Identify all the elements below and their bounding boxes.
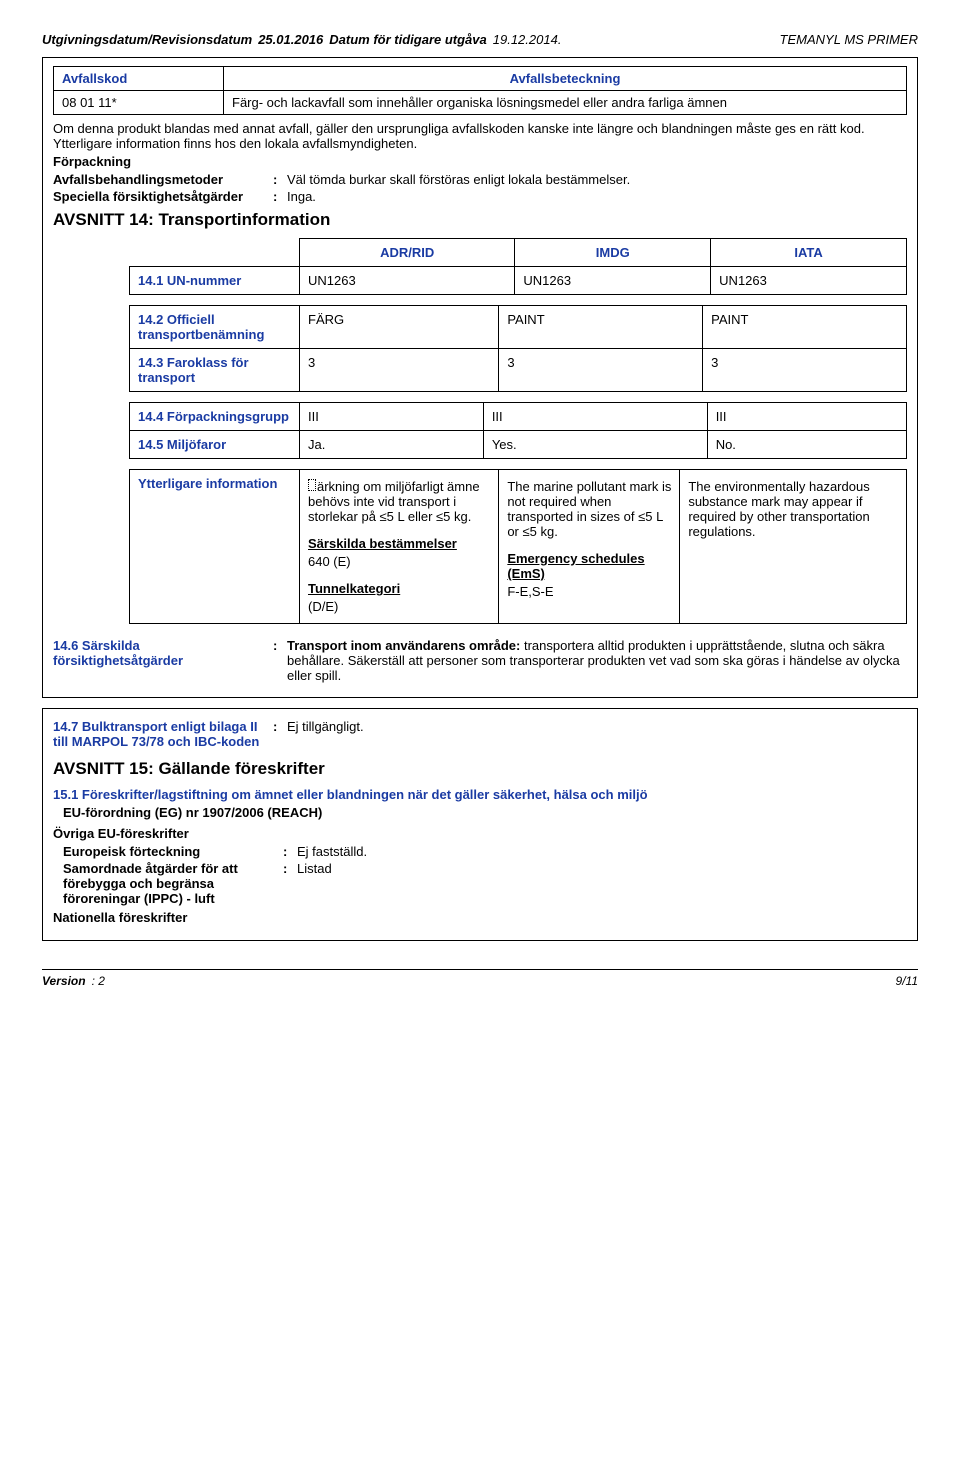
adr-h2: Särskilda bestämmelser xyxy=(308,536,490,551)
section-14-title: AVSNITT 14: Transportinformation xyxy=(53,210,907,230)
col-iata: IATA xyxy=(711,239,907,267)
adr-p3: (D/E) xyxy=(308,599,490,614)
imdg-p1: The marine pollutant mark is not require… xyxy=(507,479,671,539)
adr-h3: Tunnelkategori xyxy=(308,581,490,596)
r2-c2: PAINT xyxy=(703,306,907,349)
waste-th-code: Avfallskod xyxy=(54,67,224,91)
imdg-p2: F-E,S-E xyxy=(507,584,671,599)
ver-val: : 2 xyxy=(92,974,105,988)
colon: : xyxy=(273,189,287,204)
section-14-7-box: 14.7 Bulktransport enligt bilaga II till… xyxy=(42,708,918,941)
hdr-d1: 25.01.2016 xyxy=(258,32,323,47)
s14-6-lead: Transport inom användarens område: xyxy=(287,638,520,653)
header-line: Utgivningsdatum/Revisionsdatum 25.01.201… xyxy=(42,32,918,47)
s14-7-val: Ej tillgängligt. xyxy=(287,719,907,749)
r3-h: 14.3 Faroklass för transport xyxy=(130,349,300,392)
r2-c1: PAINT xyxy=(499,306,703,349)
r3-c1: 3 xyxy=(499,349,703,392)
transport-table-1: ADR/RID IMDG IATA 14.1 UN-nummer UN1263 … xyxy=(129,238,907,295)
colon: : xyxy=(283,844,297,859)
kv2-l: Samordnade åtgärder för att förebygga oc… xyxy=(63,861,283,906)
waste-code: 08 01 11* xyxy=(54,91,224,115)
other-eu: Övriga EU-föreskrifter xyxy=(53,826,907,841)
r5-c1: Yes. xyxy=(483,431,707,459)
footer: Version : 2 9/11 xyxy=(42,969,918,988)
s14-6-val: Transport inom användarens område: trans… xyxy=(287,638,907,683)
kv1-l: Europeisk förteckning xyxy=(63,844,283,859)
special-label: Speciella försiktighetsåtgärder xyxy=(53,189,273,204)
waste-section: Avfallskod Avfallsbeteckning 08 01 11* F… xyxy=(42,57,918,698)
r1-c0: UN1263 xyxy=(300,267,515,295)
transport-table-3: 14.4 Förpackningsgrupp III III III 14.5 … xyxy=(129,402,907,459)
s14-7-label: 14.7 Bulktransport enligt bilaga II till… xyxy=(53,719,273,749)
colon: : xyxy=(273,638,287,683)
kv2-v: Listad xyxy=(297,861,907,906)
col-adr: ADR/RID xyxy=(300,239,515,267)
methods-label: Avfallsbehandlingsmetoder xyxy=(53,172,273,187)
methods-val: Väl tömda burkar skall förstöras enligt … xyxy=(287,172,907,187)
section-15-title: AVSNITT 15: Gällande föreskrifter xyxy=(53,759,907,779)
r4-c2: III xyxy=(707,403,906,431)
adr-p2: 640 (E) xyxy=(308,554,490,569)
waste-note: Om denna produkt blandas med annat avfal… xyxy=(53,121,907,151)
r1-c1: UN1263 xyxy=(515,267,711,295)
hdr-d2: 19.12.2014. xyxy=(493,32,562,47)
r6-imdg: The marine pollutant mark is not require… xyxy=(499,470,680,624)
s15-1: 15.1 Föreskrifter/lagstiftning om ämnet … xyxy=(53,787,907,802)
colon: : xyxy=(273,719,287,749)
reach-line: EU-förordning (EG) nr 1907/2006 (REACH) xyxy=(63,805,907,820)
transport-table-2: 14.2 Officiell transportbenämning FÄRG P… xyxy=(129,305,907,392)
r5-c0: Ja. xyxy=(300,431,484,459)
r1-h: 14.1 UN-nummer xyxy=(130,267,300,295)
iata-p1: The environmentally hazardous substance … xyxy=(688,479,898,539)
r5-c2: No. xyxy=(707,431,906,459)
r6-iata: The environmentally hazardous substance … xyxy=(680,470,907,624)
r6-adr: ärkning om miljöfarligt ämne behövs inte… xyxy=(300,470,499,624)
kv1-v: Ej fastställd. xyxy=(297,844,907,859)
change-marker-icon xyxy=(308,479,316,491)
waste-desc: Färg- och lackavfall som innehåller orga… xyxy=(224,91,907,115)
col-imdg: IMDG xyxy=(515,239,711,267)
r5-h: 14.5 Miljöfaror xyxy=(130,431,300,459)
waste-table: Avfallskod Avfallsbeteckning 08 01 11* F… xyxy=(53,66,907,115)
colon: : xyxy=(283,861,297,906)
r1-c2: UN1263 xyxy=(711,267,907,295)
s14-6-label: 14.6 Särskilda försiktighetsåtgärder xyxy=(53,638,273,683)
packaging-head: Förpackning xyxy=(53,154,907,169)
ver-label: Version xyxy=(42,974,86,988)
hdr-product: TEMANYL MS PRIMER xyxy=(780,32,918,47)
r3-c2: 3 xyxy=(703,349,907,392)
transport-table-4: Ytterligare information ärkning om miljö… xyxy=(129,469,907,624)
waste-th-desc: Avfallsbeteckning xyxy=(224,67,907,91)
r4-c1: III xyxy=(483,403,707,431)
special-val: Inga. xyxy=(287,189,907,204)
r2-h: 14.2 Officiell transportbenämning xyxy=(130,306,300,349)
imdg-h2: Emergency schedules (EmS) xyxy=(507,551,671,581)
national: Nationella föreskrifter xyxy=(53,910,907,925)
r3-c0: 3 xyxy=(300,349,499,392)
page-num: 9/11 xyxy=(896,974,918,988)
r4-h: 14.4 Förpackningsgrupp xyxy=(130,403,300,431)
r2-c0: FÄRG xyxy=(300,306,499,349)
r4-c0: III xyxy=(300,403,484,431)
adr-p1: ärkning om miljöfarligt ämne behövs inte… xyxy=(308,479,480,524)
r6-h: Ytterligare information xyxy=(130,470,300,624)
colon: : xyxy=(273,172,287,187)
hdr-l2: Datum för tidigare utgåva xyxy=(329,32,486,47)
hdr-l1: Utgivningsdatum/Revisionsdatum xyxy=(42,32,252,47)
